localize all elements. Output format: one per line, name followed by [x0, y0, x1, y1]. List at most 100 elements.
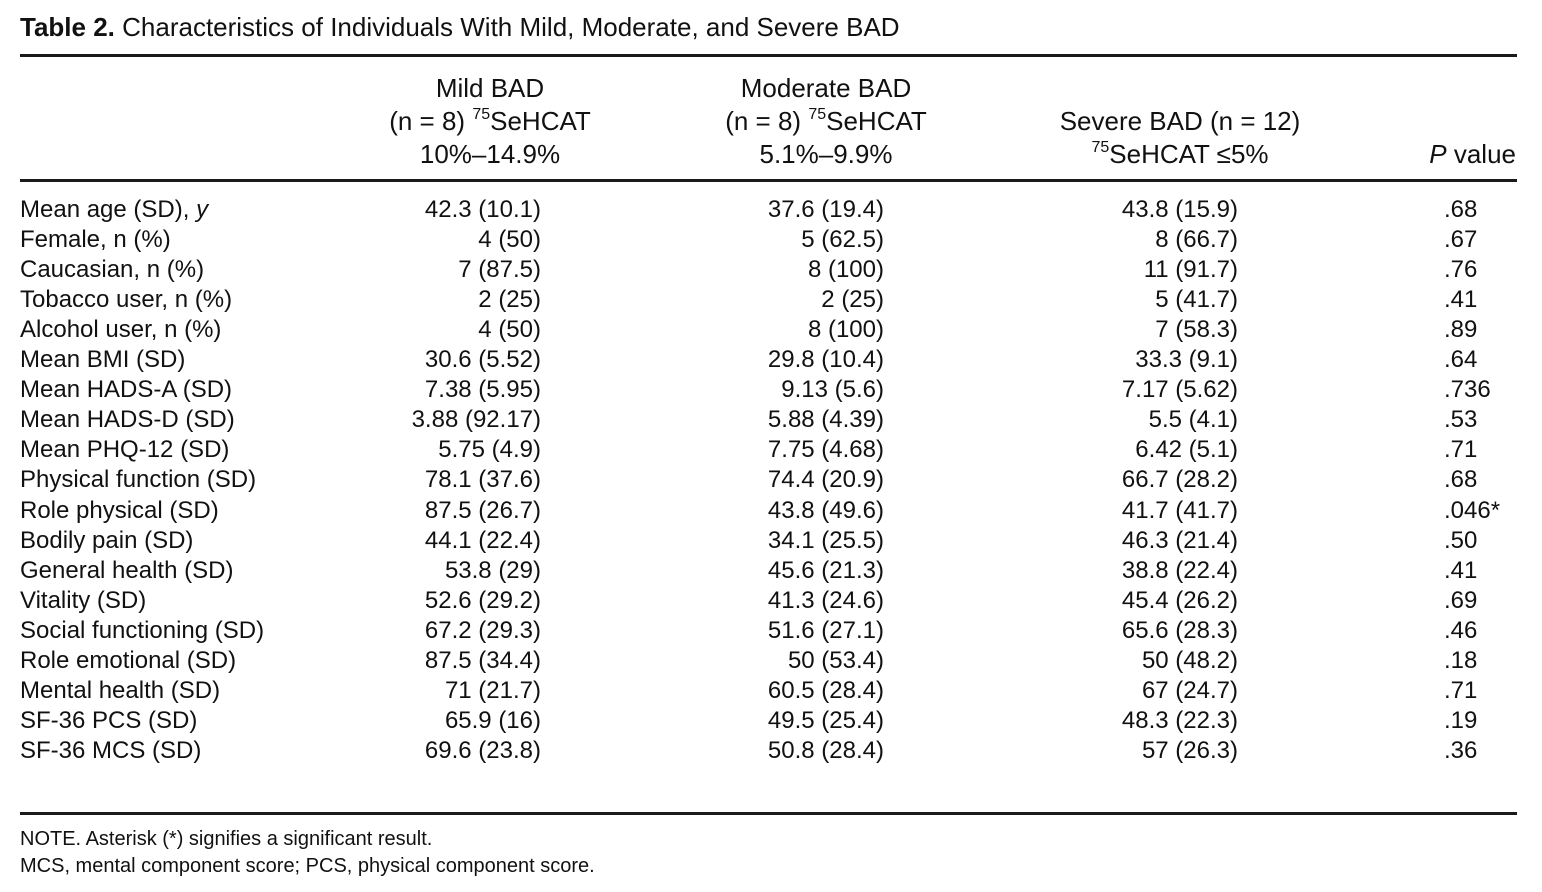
mild-value: 4 (50): [478, 226, 541, 254]
moderate-value: 8 (100): [807, 316, 884, 344]
severe-value: 48.3 (22.3): [1121, 706, 1238, 734]
table-row: SF-36 PCS (SD) 65.9 (16) 49.5 (25.4) 48.3 (…: [0, 706, 1542, 736]
row-label: Female, n (%): [20, 226, 171, 254]
mild-value: 4 (50): [478, 316, 541, 344]
p-value: .736: [1444, 376, 1491, 404]
table-row: Caucasian, n (%) 7 (87.5) 8 (100) 11 (91.7)…: [0, 255, 1542, 285]
table-note: NOTE. Asterisk (*) signifies a significa…: [20, 828, 433, 850]
table-row: Mean HADS-D (SD) 3.88 (92.17) 5.88 (4.39) 5…: [0, 405, 1542, 435]
p-value: .68: [1444, 466, 1478, 494]
row-label: General health (SD): [20, 556, 234, 584]
severe-value: 46.3 (21.4): [1121, 526, 1238, 554]
table-row: Social functioning (SD) 67.2 (29.3) 51.6 (…: [0, 616, 1542, 646]
moderate-value: 7.75 (4.68): [767, 436, 884, 464]
table-row: Mean BMI (SD) 30.6 (5.52) 29.8 (10.4) 33.3 …: [0, 345, 1542, 375]
severe-value: 33.3 (9.1): [1135, 346, 1238, 374]
moderate-value: 9.13 (5.6): [781, 376, 884, 404]
row-label: Bodily pain (SD): [20, 526, 194, 554]
moderate-value: 8 (100): [807, 256, 884, 284]
header-rule: [20, 179, 1517, 182]
mild-header-line2: (n = 8) 75SeHCAT: [389, 106, 591, 136]
mild-value: 30.6 (5.52): [424, 346, 541, 374]
moderate-value: 60.5 (28.4): [767, 676, 884, 704]
severe-value: 45.4 (26.2): [1121, 586, 1238, 614]
moderate-header-line1: Moderate BAD: [740, 73, 912, 103]
table-title: Characteristics of Individuals With Mild…: [122, 12, 900, 42]
severe-value: 67 (24.7): [1141, 676, 1238, 704]
severe-value: 5 (41.7): [1155, 286, 1238, 314]
mild-value: 65.9 (16): [444, 706, 541, 734]
mild-value: 2 (25): [478, 286, 541, 314]
row-label: SF-36 PCS (SD): [20, 706, 198, 734]
table-row: Mean HADS-A (SD) 7.38 (5.95) 9.13 (5.6) 7.1…: [0, 375, 1542, 405]
row-label: SF-36 MCS (SD): [20, 736, 202, 764]
moderate-value: 43.8 (49.6): [767, 496, 884, 524]
table-row: Mean PHQ-12 (SD) 5.75 (4.9) 7.75 (4.68) 6.4…: [0, 435, 1542, 465]
mild-value: 69.6 (23.8): [424, 736, 541, 764]
mild-value: 87.5 (26.7): [424, 496, 541, 524]
p-value: .046*: [1444, 496, 1501, 524]
p-value: .18: [1444, 646, 1478, 674]
row-label: Mean HADS-D (SD): [20, 406, 235, 434]
severe-header-line1: Severe BAD (n = 12): [1059, 106, 1301, 136]
p-value: .46: [1444, 616, 1478, 644]
severe-value: 7 (58.3): [1155, 316, 1238, 344]
p-value: .71: [1444, 436, 1478, 464]
column-header-pvalue: P value: [1380, 72, 1516, 171]
moderate-header-line3: 5.1%–9.9%: [759, 139, 893, 169]
p-value: .53: [1444, 406, 1478, 434]
table-row: Bodily pain (SD) 44.1 (22.4) 34.1 (25.5) 46…: [0, 526, 1542, 556]
p-value: .50: [1444, 526, 1478, 554]
p-value: .67: [1444, 226, 1478, 254]
column-header-moderate: Moderate BAD (n = 8) 75SeHCAT 5.1%–9.9%: [686, 72, 966, 171]
mild-header-line3: 10%–14.9%: [419, 139, 561, 169]
moderate-header-line2: (n = 8) 75SeHCAT: [725, 106, 927, 136]
p-value: .76: [1444, 256, 1478, 284]
mild-value: 42.3 (10.1): [424, 196, 541, 223]
severe-value: 43.8 (15.9): [1121, 196, 1238, 223]
severe-value: 50 (48.2): [1141, 646, 1238, 674]
row-label: Social functioning (SD): [20, 616, 265, 644]
table-label: Table 2.: [20, 12, 115, 42]
row-label: Mental health (SD): [20, 676, 221, 704]
moderate-value: 34.1 (25.5): [767, 526, 884, 554]
table-row: Role emotional (SD) 87.5 (34.4) 50 (53.4) 5…: [0, 646, 1542, 676]
severe-value: 66.7 (28.2): [1121, 466, 1238, 494]
p-value: .64: [1444, 346, 1478, 374]
moderate-value: 41.3 (24.6): [767, 586, 884, 614]
mild-value: 87.5 (34.4): [424, 646, 541, 674]
moderate-value: 37.6 (19.4): [767, 196, 884, 223]
p-value: .89: [1444, 316, 1478, 344]
row-label: Alcohol user, n (%): [20, 316, 222, 344]
mild-value: 67.2 (29.3): [424, 616, 541, 644]
moderate-value: 29.8 (10.4): [767, 346, 884, 374]
moderate-value: 50.8 (28.4): [767, 736, 884, 764]
mild-value: 78.1 (37.6): [424, 466, 541, 494]
table-row: Mean age (SD), y 42.3 (10.1) 37.6 (19.4) 43…: [0, 195, 1542, 225]
table-row: Vitality (SD) 52.6 (29.2) 41.3 (24.6) 45.4 …: [0, 586, 1542, 616]
column-header-mild: Mild BAD (n = 8) 75SeHCAT 10%–14.9%: [350, 72, 630, 171]
p-value: .69: [1444, 586, 1478, 614]
moderate-value: 50 (53.4): [787, 646, 884, 674]
severe-value: 7.17 (5.62): [1121, 376, 1238, 404]
table-row: Tobacco user, n (%) 2 (25) 2 (25) 5 (41.7).…: [0, 285, 1542, 315]
severe-value: 6.42 (5.1): [1135, 436, 1238, 464]
row-label: Mean PHQ-12 (SD): [20, 436, 230, 464]
mild-value: 5.75 (4.9): [438, 436, 541, 464]
severe-value: 65.6 (28.3): [1121, 616, 1238, 644]
moderate-value: 5.88 (4.39): [767, 406, 884, 434]
table-row: SF-36 MCS (SD) 69.6 (23.8) 50.8 (28.4) 57 (…: [0, 736, 1542, 766]
row-label: Role emotional (SD): [20, 646, 237, 674]
table-row: Female, n (%) 4 (50) 5 (62.5) 8 (66.7) .67: [0, 225, 1542, 255]
p-value: .68: [1444, 196, 1478, 223]
severe-value: 41.7 (41.7): [1121, 496, 1238, 524]
severe-value: 5.5 (4.1): [1148, 406, 1238, 434]
severe-value: 8 (66.7): [1155, 226, 1238, 254]
top-rule: [20, 54, 1517, 57]
severe-value: 38.8 (22.4): [1121, 556, 1238, 584]
mild-header-line1: Mild BAD: [435, 73, 545, 103]
mild-value: 71 (21.7): [444, 676, 541, 704]
mild-value: 52.6 (29.2): [424, 586, 541, 614]
moderate-value: 51.6 (27.1): [767, 616, 884, 644]
row-label: Vitality (SD): [20, 586, 147, 614]
